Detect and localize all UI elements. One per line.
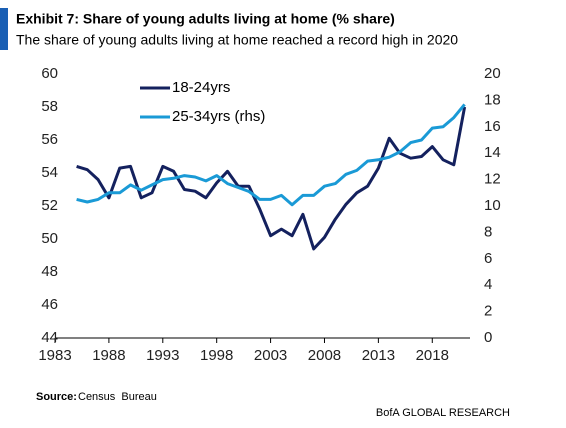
y2-tick-label: 16 — [484, 118, 501, 135]
x-tick-label: 1993 — [146, 347, 179, 364]
x-tick-label: 2008 — [308, 347, 341, 364]
y-tick-label: 48 — [41, 263, 58, 280]
x-tick-label: 2003 — [254, 347, 287, 364]
y2-tick-label: 2 — [484, 303, 492, 320]
x-tick-label: 1998 — [200, 347, 233, 364]
x-tick-label: 1983 — [38, 347, 71, 364]
y-tick-label: 54 — [41, 164, 58, 181]
y2-tick-label: 20 — [484, 65, 501, 82]
y2-tick-label: 8 — [484, 223, 492, 240]
y-tick-label: 50 — [41, 230, 58, 247]
y-tick-label: 60 — [41, 65, 58, 82]
y2-tick-label: 10 — [484, 197, 501, 214]
footer: BofA GLOBAL RESEARCH — [376, 407, 510, 419]
y-tick-label: 52 — [41, 197, 58, 214]
y2-tick-label: 4 — [484, 276, 492, 293]
y-tick-label: 58 — [41, 98, 58, 115]
chart-title: Exhibit 7: Share of young adults living … — [16, 11, 395, 27]
y2-tick-label: 18 — [484, 91, 501, 108]
legend-label: 18-24yrs — [172, 79, 230, 96]
y2-tick-label: 6 — [484, 250, 492, 267]
series-line — [76, 103, 466, 207]
series-line — [76, 106, 467, 251]
y2-tick-label: 14 — [484, 144, 501, 161]
x-tick-label: 2013 — [362, 347, 395, 364]
y2-tick-label: 12 — [484, 171, 501, 188]
x-tick-label: 1988 — [92, 347, 125, 364]
y2-tick-label: 0 — [484, 329, 492, 346]
source: Census Bureau — [78, 391, 157, 403]
title-bar — [0, 8, 8, 50]
legend-label: 25-34yrs (rhs) — [172, 108, 265, 125]
x-tick-label: 2018 — [416, 347, 449, 364]
source-label: Source: — [36, 391, 77, 403]
y-tick-label: 44 — [41, 329, 58, 346]
chart-subtitle: The share of young adults living at home… — [16, 32, 458, 48]
y-tick-label: 46 — [41, 296, 58, 313]
y-tick-label: 56 — [41, 131, 58, 148]
